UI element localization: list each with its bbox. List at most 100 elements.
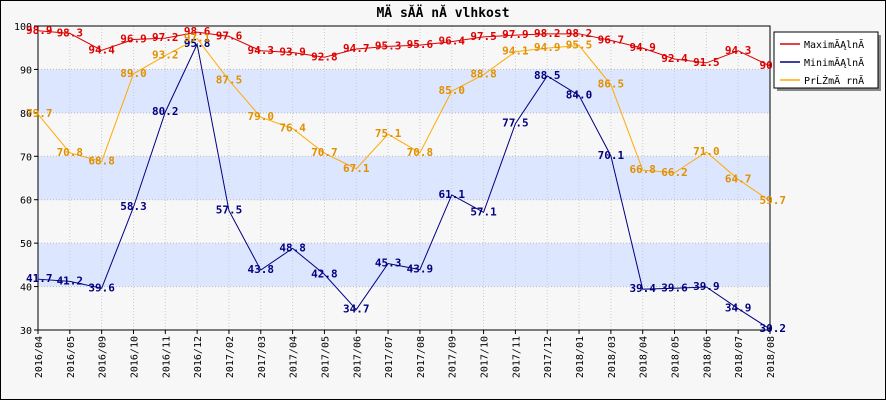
plot-lines	[37, 30, 771, 330]
x-tick-label: 2017/04	[289, 336, 300, 378]
plot-axes: 30 40 50 60 70 80 90 100 2016/04 2016/05 2016/09 20…	[14, 22, 777, 378]
x-tick-label: 2018/08	[766, 336, 777, 378]
data-label: 79.0	[248, 110, 275, 123]
data-label: 98.2	[534, 27, 561, 40]
data-label: 94.9	[534, 41, 561, 54]
data-label: 97.6	[216, 29, 243, 42]
data-label: 97.2	[152, 31, 179, 44]
data-label: 70.1	[598, 149, 625, 162]
data-label: 89.0	[120, 67, 147, 80]
x-tick-label: 2017/09	[448, 336, 459, 378]
data-label: 98.6	[184, 25, 211, 38]
x-tick-label: 2016/12	[193, 336, 204, 378]
data-label: 58.3	[120, 200, 147, 213]
plot-labels: 98.9 98.3 94.4 96.9 97.2 98.6 97.6 94.3 93.9 92.8…	[26, 24, 786, 335]
x-tick-label: 2018/01	[575, 336, 586, 378]
data-label: 86.5	[598, 78, 625, 91]
plot-bands	[38, 26, 770, 330]
y-tick-label: 70	[20, 152, 32, 163]
x-tick-label: 2018/07	[734, 336, 745, 378]
data-label: 88.8	[470, 68, 497, 81]
x-tick-label: 2017/10	[480, 336, 491, 378]
data-label: 66.8	[629, 163, 656, 176]
data-label: 64.7	[725, 172, 752, 185]
y-tick-label: 40	[20, 283, 32, 294]
plot-band	[38, 286, 770, 330]
data-label: 71.0	[693, 145, 720, 158]
data-label: 68.8	[88, 154, 115, 167]
data-label: 94.4	[88, 43, 115, 56]
data-label: 88.5	[534, 69, 561, 82]
data-label: 42.8	[311, 267, 338, 280]
data-label: 92.4	[661, 52, 688, 65]
data-label: 79.7	[26, 107, 53, 120]
data-label: 43.8	[248, 263, 275, 276]
data-label: 39.6	[661, 281, 688, 294]
data-label: 96.9	[120, 32, 147, 45]
y-tick-label: 50	[20, 239, 32, 250]
data-label: 92.8	[311, 50, 338, 63]
data-label: 98.9	[26, 24, 53, 37]
data-label: 96.4	[438, 35, 465, 48]
legend-entry: PrĹŻmÄ rnĂ	[804, 74, 864, 87]
x-tick-label: 2016/09	[98, 336, 109, 378]
data-label: 98.2	[566, 27, 593, 40]
data-label: 76.4	[279, 121, 306, 134]
x-tick-label: 2017/08	[416, 336, 427, 378]
y-tick-label: 30	[20, 326, 32, 337]
plot-band	[38, 69, 770, 113]
data-label: 34.9	[725, 302, 752, 315]
data-label: 97.5	[470, 30, 497, 43]
y-tick-label: 90	[20, 65, 32, 76]
legend-box	[773, 31, 879, 89]
data-label: 95.8	[184, 37, 211, 50]
chart-title: MÄ sĂ­Ä nĂ­ vlhkost	[376, 5, 509, 21]
data-label: 95.6	[407, 38, 434, 51]
x-tick-label: 2016/10	[129, 336, 140, 378]
data-label: 57.5	[216, 204, 243, 217]
x-tick-label: 2017/03	[257, 336, 268, 378]
data-label: 61.1	[438, 188, 465, 201]
legend-entry: MaximĂĄlnĂ­	[804, 38, 864, 51]
y-tick-label: 60	[20, 196, 32, 207]
data-label: 34.7	[343, 303, 370, 316]
plot-band	[38, 112, 770, 157]
x-tick-label: 2016/05	[66, 336, 77, 378]
legend-entry: MinimĂĄlnĂ­	[804, 56, 864, 69]
data-label: 41.2	[57, 274, 84, 287]
data-label: 41.7	[26, 272, 53, 285]
data-label: 94.3	[725, 44, 752, 57]
data-label: 67.1	[343, 162, 370, 175]
data-label: 96.7	[598, 33, 625, 46]
x-tick-label: 2017/02	[225, 336, 236, 378]
series-line	[37, 30, 771, 67]
data-label: 84.0	[566, 88, 593, 101]
data-label: 85.0	[438, 84, 465, 97]
y-tick-label: 80	[20, 109, 32, 120]
data-label: 75.1	[375, 127, 402, 140]
series-line	[37, 37, 771, 202]
x-tick-label: 2017/12	[543, 336, 554, 378]
data-label: 95.5	[566, 39, 593, 52]
data-label: 57.1	[470, 205, 497, 218]
data-label: 70.8	[57, 146, 84, 159]
data-label: 66.2	[661, 166, 688, 179]
data-label: 97.1	[184, 32, 211, 45]
data-label: 94.1	[502, 45, 529, 58]
series-line	[37, 42, 771, 330]
plot-frame	[37, 25, 771, 331]
data-label: 77.5	[502, 117, 529, 130]
data-label: 97.9	[502, 28, 529, 41]
data-label: 93.2	[152, 49, 179, 62]
data-label: 59.7	[760, 194, 787, 207]
data-label: 45.3	[375, 257, 402, 270]
plot-band	[38, 243, 770, 287]
plot-band	[38, 26, 770, 70]
data-label: 94.7	[343, 42, 370, 55]
data-label: 94.3	[248, 44, 275, 57]
data-label: 93.9	[279, 45, 306, 58]
data-label: 80.2	[152, 105, 179, 118]
x-tick-label: 2017/07	[384, 336, 395, 378]
data-label: 39.6	[88, 281, 115, 294]
x-tick-label: 2018/03	[607, 336, 618, 378]
